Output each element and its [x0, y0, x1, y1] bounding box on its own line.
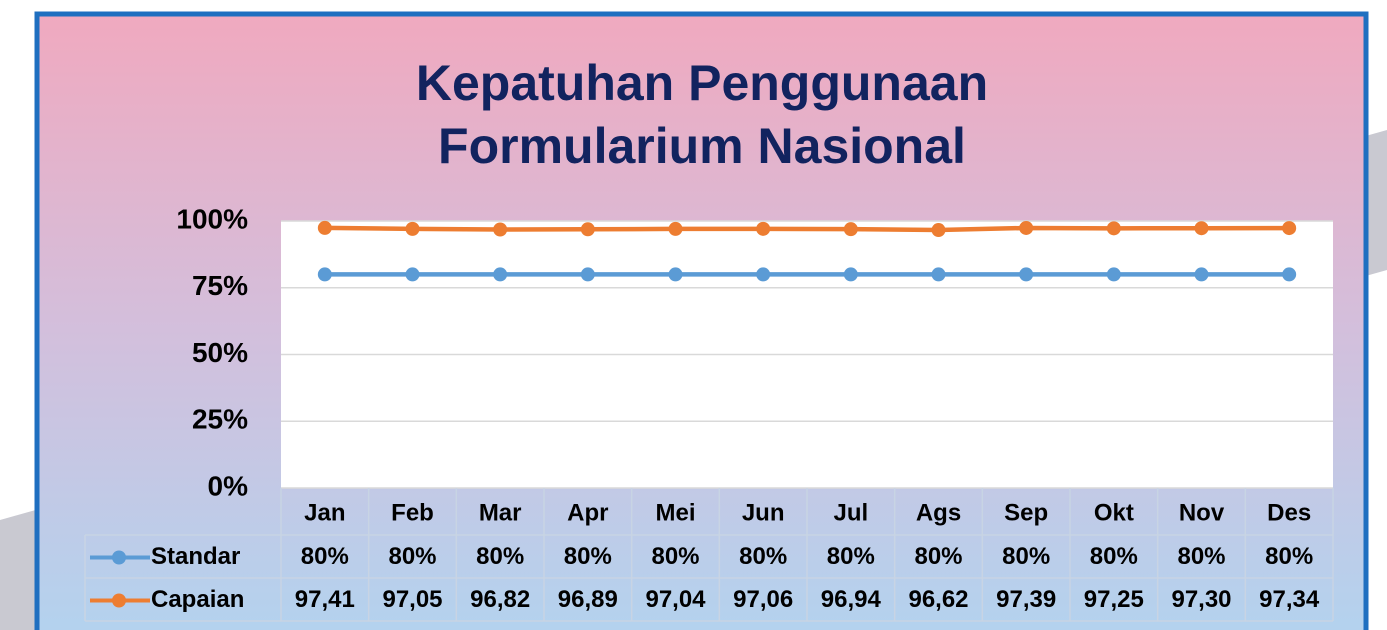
x-tick-label: Ags: [916, 499, 961, 526]
series-marker: [1019, 220, 1034, 235]
data-table-value: 80%: [301, 543, 349, 570]
data-table-value: 97,25: [1084, 586, 1144, 613]
series-marker: [493, 267, 508, 282]
data-table-value: 80%: [651, 543, 699, 570]
legend-marker: [112, 550, 126, 565]
chart-title: Kepatuhan Penggunaan: [416, 55, 988, 111]
x-tick-label: Mar: [479, 499, 522, 526]
data-table-value: 97,06: [733, 586, 793, 613]
y-tick-label: 0%: [208, 470, 249, 501]
legend-marker: [112, 593, 126, 608]
y-tick-label: 100%: [176, 203, 248, 234]
x-tick-label: Feb: [391, 499, 434, 526]
series-marker: [580, 267, 595, 282]
legend-label: Capaian: [151, 586, 244, 613]
data-table-value: 80%: [1177, 543, 1225, 570]
series-marker: [931, 223, 946, 238]
series-marker: [843, 222, 858, 237]
data-table-value: 97,30: [1171, 586, 1231, 613]
data-table-value: 80%: [388, 543, 436, 570]
y-tick-label: 50%: [192, 337, 248, 368]
x-tick-label: Mei: [655, 499, 695, 526]
data-table-value: 80%: [476, 543, 524, 570]
x-tick-label: Jun: [742, 499, 785, 526]
legend-label: Standar: [151, 543, 240, 570]
data-table-value: 80%: [739, 543, 787, 570]
series-marker: [493, 222, 508, 237]
data-table-value: 96,94: [821, 586, 882, 613]
series-marker: [1106, 221, 1121, 236]
y-tick-label: 25%: [192, 404, 248, 435]
data-table-value: 80%: [827, 543, 875, 570]
series-marker: [317, 220, 332, 235]
series-marker: [1194, 221, 1209, 236]
x-tick-label: Des: [1267, 499, 1311, 526]
series-marker: [1194, 267, 1209, 282]
data-table-value: 97,34: [1259, 586, 1320, 613]
series-line: [324, 225, 1290, 233]
data-table-value: 80%: [564, 543, 612, 570]
series-marker: [1282, 267, 1297, 282]
x-tick-label: Apr: [567, 499, 608, 526]
data-table-value: 80%: [1090, 543, 1138, 570]
data-table-value: 97,04: [645, 586, 706, 613]
series-marker: [668, 221, 683, 236]
data-table-value: 96,62: [908, 586, 968, 613]
data-table-value: 96,89: [558, 586, 618, 613]
data-table-value: 80%: [1002, 543, 1050, 570]
series-marker: [756, 267, 771, 282]
series-marker: [668, 267, 683, 282]
y-tick-label: 75%: [192, 270, 248, 301]
series-marker: [1106, 267, 1121, 282]
series-marker: [1282, 221, 1297, 236]
x-tick-label: Sep: [1004, 499, 1048, 526]
series-marker: [931, 267, 946, 282]
series-marker: [405, 267, 420, 282]
x-tick-label: Nov: [1179, 499, 1225, 526]
data-table-value: 97,39: [996, 586, 1056, 613]
chart-title: Formularium Nasional: [438, 118, 966, 174]
data-table-value: 96,82: [470, 586, 530, 613]
series-marker: [756, 221, 771, 236]
x-tick-label: Jul: [833, 499, 868, 526]
series-marker: [1019, 267, 1034, 282]
series-marker: [317, 267, 332, 282]
series-marker: [843, 267, 858, 282]
series-marker: [580, 222, 595, 237]
data-table-value: 97,05: [382, 586, 442, 613]
data-table-value: 80%: [1265, 543, 1313, 570]
x-tick-label: Jan: [304, 499, 345, 526]
x-tick-label: Okt: [1094, 499, 1134, 526]
data-table-value: 97,41: [295, 586, 355, 613]
data-table-value: 80%: [914, 543, 962, 570]
series-marker: [405, 221, 420, 236]
